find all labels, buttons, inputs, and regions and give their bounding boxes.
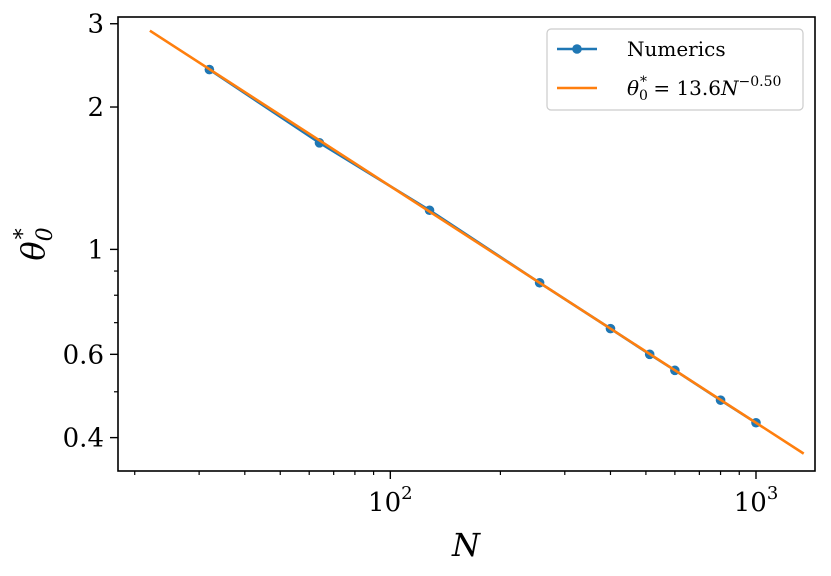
legend-box: [546, 28, 804, 111]
legend-numerics-marker: [572, 44, 582, 54]
x-tick-label: 103: [734, 483, 779, 518]
y-tick-label: 2: [87, 93, 104, 123]
legend: Numerics θ0* = 13.6N−0.50: [546, 28, 804, 111]
series-layer: [149, 29, 805, 455]
y-tick-label: 0.4: [63, 424, 104, 454]
y-axis-title-symbol: θ: [14, 241, 52, 260]
x-axis-title: N: [451, 526, 481, 564]
y-axis-title-superscript: *: [11, 228, 36, 239]
y-axis-title-subscript: 0: [33, 227, 58, 241]
x-tick-label: 102: [368, 483, 413, 518]
y-tick-label: 3: [87, 10, 104, 40]
series-line-1: [149, 29, 805, 455]
y-tick-label: 0.6: [63, 340, 104, 370]
legend-fit-label: θ0* = 13.6N−0.50: [627, 74, 781, 104]
major-ticks: 102 103 0.4 0.6 1 2 3: [63, 10, 779, 518]
plot-frame: [117, 16, 816, 472]
y-tick-label: 1: [87, 235, 104, 265]
legend-numerics-label: Numerics: [627, 37, 726, 61]
y-axis-title: θ0*: [11, 227, 58, 260]
